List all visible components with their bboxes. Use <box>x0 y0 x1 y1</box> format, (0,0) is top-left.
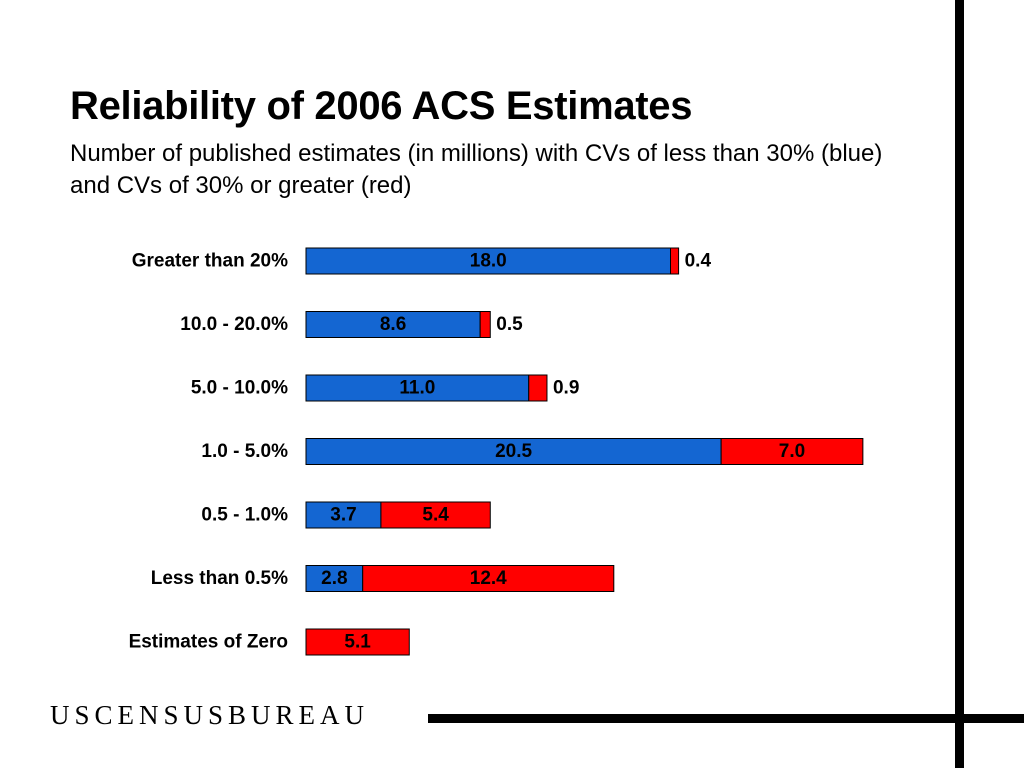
blue-value-label-5-to-10: 11.0 <box>399 378 435 399</box>
blue-value-label-10-to-20: 8.6 <box>380 314 406 335</box>
red-bar-5-to-10 <box>528 374 548 402</box>
census-bureau-logo: USCENSUSBUREAU <box>50 700 370 730</box>
category-label-greater-than-20: Greater than 20% <box>132 251 288 272</box>
blue-value-label-less-than-0_5: 2.8 <box>321 568 347 589</box>
category-label-less-than-0_5: Less than 0.5% <box>151 568 288 589</box>
vertical-rule <box>955 0 964 768</box>
category-label-estimates-of-zero: Estimates of Zero <box>129 632 288 653</box>
red-value-label-1-to-5: 7.0 <box>779 441 805 462</box>
stacked-bar-chart: Greater than 20% 18.0 0.4 10.0 - 20.0% 8.6 0.… <box>129 247 864 656</box>
red-value-label-0_5-to-1: 5.4 <box>422 505 449 526</box>
category-label-0_5-to-1: 0.5 - 1.0% <box>201 505 288 526</box>
red-bar-greater-than-20 <box>670 247 680 275</box>
blue-bar-1-to-5 <box>305 438 722 465</box>
category-label-1-to-5: 1.0 - 5.0% <box>201 441 288 462</box>
red-bar-1-to-5 <box>720 438 864 465</box>
blue-bar-10-to-20 <box>305 311 481 338</box>
blue-value-label-0_5-to-1: 3.7 <box>330 505 356 526</box>
blue-bar-greater-than-20 <box>305 247 671 275</box>
red-value-label-estimates-of-zero: 5.1 <box>344 632 371 653</box>
blue-value-label-greater-than-20: 18.0 <box>470 251 507 272</box>
chart-subtitle: Number of published estimates (in millio… <box>70 140 883 199</box>
red-bar-0_5-to-1 <box>380 501 491 529</box>
red-value-label-less-than-0_5: 12.4 <box>470 568 507 589</box>
category-label-10-to-20: 10.0 - 20.0% <box>180 314 288 335</box>
horizontal-rule <box>428 714 1024 723</box>
red-bar-estimates-of-zero <box>305 628 410 656</box>
blue-value-label-1-to-5: 20.5 <box>495 441 532 462</box>
red-value-label-5-to-10: 0.9 <box>553 378 579 399</box>
blue-bar-0_5-to-1 <box>305 501 382 529</box>
category-label-5-to-10: 5.0 - 10.0% <box>191 378 288 399</box>
red-value-label-10-to-20: 0.5 <box>496 314 523 335</box>
chart-title: Reliability of 2006 ACS Estimates <box>70 84 693 128</box>
blue-bar-less-than-0_5 <box>305 565 364 592</box>
red-value-label-greater-than-20: 0.4 <box>685 251 712 272</box>
red-bar-10-to-20 <box>479 311 491 338</box>
red-bar-less-than-0_5 <box>362 565 615 592</box>
